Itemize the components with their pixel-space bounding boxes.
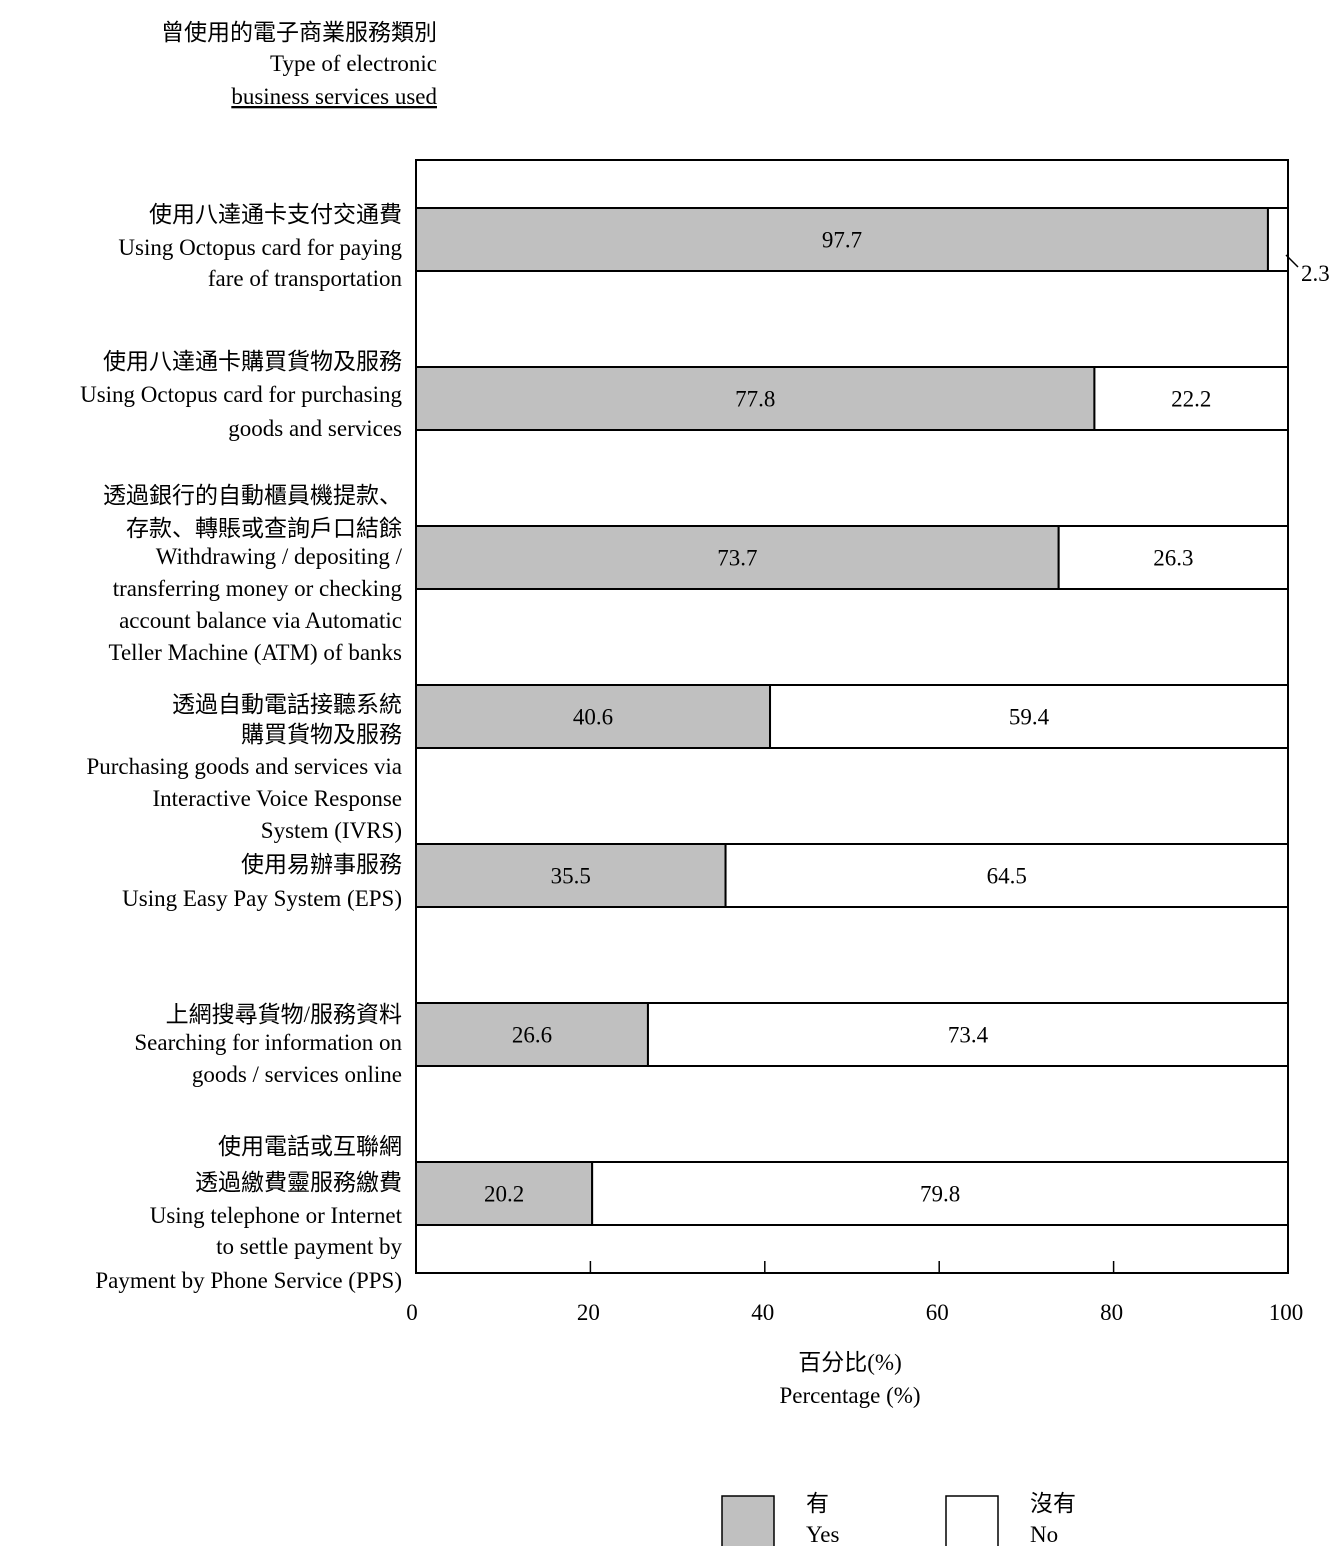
chart-title-line: business services used [231, 84, 437, 109]
x-axis-title: 百分比(%) Percentage (%) [779, 1350, 920, 1408]
bar-yes [415, 843, 727, 908]
category-label-line: 透過自動電話接聽系統 [172, 692, 402, 717]
category-label-line: Using Easy Pay System (EPS) [122, 886, 402, 911]
category-label-line: transferring money or checking [113, 576, 403, 601]
category-label-line: Teller Machine (ATM) of banks [109, 640, 403, 665]
bar-no-label: 79.8 [920, 1182, 960, 1207]
bar-yes-label: 77.8 [735, 387, 775, 412]
legend-label-en: No [1030, 1522, 1058, 1546]
category-label-line: 使用電話或互聯網 [218, 1134, 402, 1159]
bar-yes-label: 73.7 [717, 546, 757, 571]
bar-yes [415, 207, 1269, 272]
bar-yes-label: 26.6 [512, 1023, 552, 1048]
bar-no [1093, 366, 1290, 431]
bar-no-label: 73.4 [948, 1023, 989, 1048]
category-label-line: 透過銀行的自動櫃員機提款、 [103, 483, 402, 508]
category-label-line: 透過繳費靈服務繳費 [195, 1170, 402, 1195]
bar-no-label: 64.5 [987, 864, 1027, 889]
bar-yes [415, 684, 772, 749]
leader-line [1285, 254, 1299, 268]
x-tick-label: 20 [577, 1300, 600, 1325]
category-labels: 使用八達通卡支付交通費 Using Octopus card for paying… [80, 202, 403, 1293]
category-label-line: 存款、轉賬或查詢戶口結餘 [126, 516, 402, 541]
bar-no-label: 2.3 [1301, 261, 1330, 286]
bar-no [591, 1161, 1289, 1226]
bar-no [646, 1002, 1289, 1067]
bar-no [769, 684, 1289, 749]
category-label-line: to settle payment by [216, 1234, 402, 1259]
bar-no [724, 843, 1289, 908]
category-label-line: Purchasing goods and services via [86, 754, 402, 779]
bar-no-label: 59.4 [1009, 705, 1050, 730]
x-axis-title-line: 百分比(%) [798, 1350, 901, 1375]
legend-swatch [721, 1495, 775, 1546]
chart-title-line: 曾使用的電子商業服務類別 [161, 20, 437, 45]
bar-yes-label: 40.6 [573, 705, 613, 730]
legend-swatch [945, 1495, 999, 1546]
x-tick-label: 100 [1269, 1300, 1304, 1325]
category-label-line: Interactive Voice Response [152, 786, 402, 811]
x-tick-label: 0 [406, 1300, 418, 1325]
category-label-line: Using telephone or Internet [150, 1203, 403, 1228]
legend-label-zh: 有 [806, 1491, 829, 1516]
category-label-line: Withdrawing / depositing / [156, 544, 403, 569]
bar-yes-label: 20.2 [484, 1182, 524, 1207]
x-tick-label: 60 [926, 1300, 949, 1325]
category-label-line: goods / services online [192, 1062, 402, 1087]
x-axis-title-line: Percentage (%) [779, 1383, 920, 1408]
category-label-line: Payment by Phone Service (PPS) [95, 1268, 402, 1293]
x-axis: 0 20 40 60 80 100 [406, 1261, 1303, 1325]
bar-yes [415, 1161, 594, 1226]
bar-no [1266, 207, 1289, 272]
bars: 97.7 2.3 77.8 22.2 73.7 26.3 40.6 59.4 35.5 64.5 2… [415, 207, 1330, 1226]
category-label-line: 購買貨物及服務 [241, 722, 402, 747]
x-tick-label: 80 [1100, 1300, 1123, 1325]
category-label-line: account balance via Automatic [119, 608, 402, 633]
category-label-line: fare of transportation [208, 266, 403, 291]
bar-no-label: 22.2 [1171, 387, 1211, 412]
category-label-line: 使用八達通卡購買貨物及服務 [103, 349, 402, 374]
bar-yes-label: 35.5 [551, 864, 591, 889]
category-label-line: 使用易辦事服務 [241, 852, 402, 877]
chart-title-line: Type of electronic [270, 51, 437, 76]
category-label-line: Searching for information on [134, 1030, 402, 1055]
category-label-line: System (IVRS) [261, 818, 402, 843]
bar-no [1057, 525, 1289, 590]
category-label-line: Using Octopus card for purchasing [80, 382, 402, 407]
category-label-line: goods and services [228, 416, 402, 441]
bar-yes-label: 97.7 [822, 228, 862, 253]
bar-yes [415, 525, 1060, 590]
legend: 有 Yes 沒有 No [721, 1491, 1076, 1546]
chart-title: 曾使用的電子商業服務類別 Type of electronic business s… [161, 20, 437, 109]
legend-label-en: Yes [806, 1522, 840, 1546]
x-tick-label: 40 [751, 1300, 774, 1325]
category-label-line: 使用八達通卡支付交通費 [149, 202, 402, 227]
legend-label-zh: 沒有 [1030, 1491, 1076, 1516]
category-label-line: 上網搜尋貨物/服務資料 [166, 1002, 402, 1027]
bar-no-label: 26.3 [1153, 546, 1193, 571]
category-label-line: Using Octopus card for paying [118, 235, 402, 260]
